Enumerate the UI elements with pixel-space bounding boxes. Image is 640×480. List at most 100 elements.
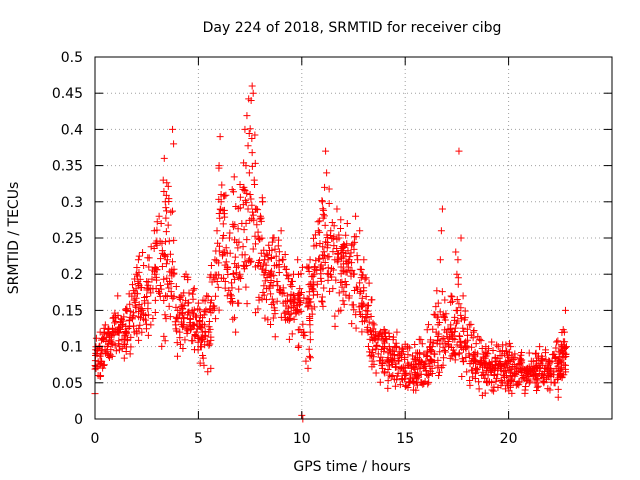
- data-point: [324, 276, 332, 284]
- data-point: [433, 287, 441, 295]
- data-point: [484, 371, 492, 379]
- data-point: [533, 383, 541, 391]
- data-point: [185, 289, 193, 297]
- data-point: [148, 275, 156, 283]
- data-point: [460, 327, 468, 335]
- data-point: [449, 332, 457, 340]
- data-point: [472, 366, 480, 374]
- data-point: [310, 303, 318, 311]
- data-point: [176, 295, 184, 303]
- data-point: [364, 342, 372, 350]
- data-point: [250, 176, 258, 184]
- data-point: [310, 270, 318, 278]
- data-point: [135, 336, 143, 344]
- data-point: [251, 263, 259, 271]
- data-point: [92, 334, 100, 342]
- data-point: [116, 343, 124, 351]
- data-point: [350, 270, 357, 278]
- data-point: [391, 363, 399, 371]
- data-point: [172, 321, 180, 329]
- data-point: [438, 335, 446, 343]
- data-point: [173, 352, 181, 360]
- data-point: [294, 298, 302, 306]
- data-point: [114, 292, 122, 300]
- data-point: [358, 328, 366, 336]
- data-point: [310, 234, 318, 242]
- data-point: [304, 303, 312, 311]
- data-point: [98, 336, 106, 344]
- data-point: [190, 285, 198, 293]
- data-point: [196, 359, 204, 367]
- data-point: [174, 306, 182, 314]
- data-point: [134, 256, 142, 264]
- data-point: [104, 325, 112, 333]
- data-point: [220, 232, 228, 240]
- data-point: [554, 385, 562, 393]
- data-point: [269, 314, 277, 322]
- data-point: [285, 335, 293, 343]
- data-point: [172, 282, 180, 290]
- data-point: [476, 335, 484, 343]
- data-point: [275, 236, 283, 244]
- data-point: [397, 350, 405, 358]
- data-point: [166, 313, 174, 321]
- data-point: [376, 328, 384, 336]
- data-point: [94, 358, 102, 366]
- data-point: [278, 290, 286, 298]
- data-point: [425, 378, 433, 386]
- data-point: [476, 360, 484, 368]
- data-point: [472, 364, 480, 372]
- data-point: [433, 313, 441, 321]
- data-point: [293, 306, 301, 314]
- data-point: [278, 256, 286, 264]
- data-point: [151, 309, 159, 317]
- data-point: [432, 328, 440, 336]
- data-point: [305, 345, 313, 353]
- data-point: [199, 352, 207, 360]
- data-point: [270, 262, 278, 270]
- data-point: [455, 350, 463, 358]
- data-point: [99, 335, 107, 343]
- data-point: [457, 234, 465, 242]
- data-point: [105, 353, 113, 361]
- data-point: [240, 261, 248, 269]
- data-point: [475, 378, 483, 386]
- data-point: [447, 298, 455, 306]
- data-point: [231, 253, 239, 261]
- data-point: [149, 315, 157, 323]
- data-point: [267, 320, 275, 328]
- data-point: [256, 212, 264, 220]
- data-point: [398, 375, 406, 383]
- data-point: [332, 276, 340, 284]
- data-point: [352, 212, 360, 220]
- data-point: [319, 243, 327, 251]
- data-point: [519, 372, 527, 380]
- chart-title: Day 224 of 2018, SRMTID for receiver cib…: [203, 20, 502, 36]
- data-point: [196, 306, 204, 314]
- data-point: [346, 253, 354, 261]
- data-point: [271, 245, 279, 253]
- data-point: [227, 292, 235, 300]
- data-point: [186, 321, 194, 329]
- data-point: [563, 343, 571, 351]
- data-point: [112, 347, 120, 355]
- data-point: [120, 335, 128, 343]
- data-point: [297, 289, 305, 297]
- data-point: [242, 283, 250, 291]
- data-point: [459, 345, 467, 353]
- data-point: [160, 154, 168, 162]
- data-point: [184, 299, 192, 307]
- data-point: [264, 251, 272, 259]
- data-point: [192, 313, 200, 321]
- data-point: [362, 274, 370, 282]
- data-point: [247, 96, 255, 104]
- data-point: [352, 324, 360, 332]
- data-point: [406, 378, 414, 386]
- data-point: [245, 129, 253, 137]
- data-point: [364, 301, 372, 309]
- data-point: [161, 337, 169, 345]
- data-point: [455, 300, 463, 308]
- data-point: [356, 227, 364, 235]
- data-point: [370, 321, 378, 329]
- data-point: [298, 263, 306, 271]
